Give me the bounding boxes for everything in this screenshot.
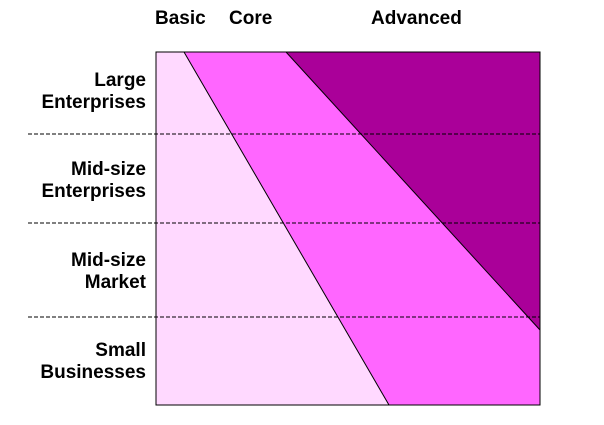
row-label-line: Mid-size: [71, 250, 146, 271]
row-label-line: Large: [94, 70, 146, 91]
row-label-large-enterprises: Large Enterprises: [0, 70, 146, 114]
column-label-advanced: Advanced: [371, 8, 462, 29]
row-label-midsize-enterprises: Mid-size Enterprises: [0, 159, 146, 203]
row-label-line: Market: [84, 272, 146, 293]
row-label-line: Mid-size: [71, 159, 146, 180]
column-label-basic: Basic: [155, 8, 206, 29]
row-label-small-businesses: Small Businesses: [0, 340, 146, 384]
row-label-line: Small: [95, 340, 146, 361]
boundary-core-advanced: [285, 51, 541, 331]
row-label-line: Enterprises: [41, 181, 146, 202]
column-label-core: Core: [229, 8, 273, 29]
row-label-line: Businesses: [40, 362, 146, 383]
diagram-frame: [155, 51, 541, 406]
boundary-basic-core: [183, 51, 390, 406]
row-label-line: Enterprises: [41, 92, 146, 113]
row-label-midsize-market: Mid-size Market: [0, 250, 146, 294]
